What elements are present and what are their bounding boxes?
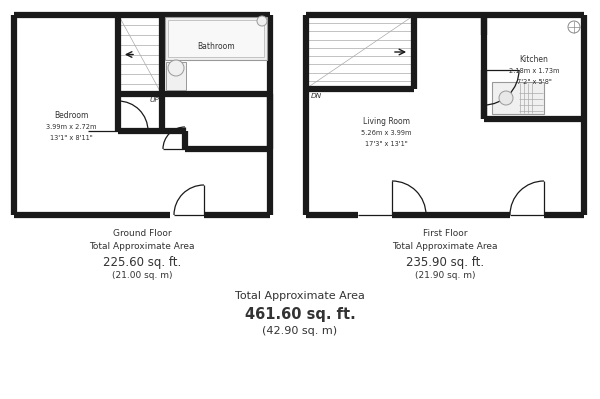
Text: 225.60 sq. ft.: 225.60 sq. ft.: [103, 256, 181, 269]
Text: 2.18m x 1.73m: 2.18m x 1.73m: [509, 68, 559, 74]
Text: (42.90 sq. m): (42.90 sq. m): [262, 326, 338, 336]
Text: Total Approximate Area: Total Approximate Area: [89, 242, 195, 251]
Text: 235.90 sq. ft.: 235.90 sq. ft.: [406, 256, 484, 269]
Text: Bedroom: Bedroom: [54, 111, 88, 119]
Circle shape: [257, 16, 267, 26]
Bar: [168, 20, 264, 57]
Text: DN: DN: [311, 93, 322, 99]
Text: 17'3" x 13'1": 17'3" x 13'1": [365, 141, 407, 147]
Text: Ground Floor: Ground Floor: [113, 229, 172, 238]
Text: Bathroom: Bathroom: [197, 42, 235, 51]
Text: 13'1" x 8'11": 13'1" x 8'11": [50, 135, 92, 141]
Text: Living Room: Living Room: [362, 117, 410, 126]
Text: Total Approximate Area: Total Approximate Area: [235, 291, 365, 301]
Bar: [165, 17, 267, 61]
Text: Total Approximate Area: Total Approximate Area: [392, 242, 498, 251]
Circle shape: [168, 60, 184, 76]
Text: 461.60 sq. ft.: 461.60 sq. ft.: [245, 307, 355, 322]
Text: 5.26m x 3.99m: 5.26m x 3.99m: [361, 130, 412, 136]
Text: (21.00 sq. m): (21.00 sq. m): [112, 271, 172, 280]
Text: First Floor: First Floor: [423, 229, 467, 238]
Text: Kitchen: Kitchen: [520, 55, 548, 63]
Text: 7'2" x 5'8": 7'2" x 5'8": [517, 79, 551, 85]
Text: 3.99m x 2.72m: 3.99m x 2.72m: [46, 124, 97, 130]
Bar: [492, 82, 544, 114]
Circle shape: [568, 21, 580, 33]
Circle shape: [499, 91, 513, 105]
Text: UP: UP: [149, 97, 159, 103]
Bar: [166, 62, 186, 90]
Text: (21.90 sq. m): (21.90 sq. m): [415, 271, 475, 280]
